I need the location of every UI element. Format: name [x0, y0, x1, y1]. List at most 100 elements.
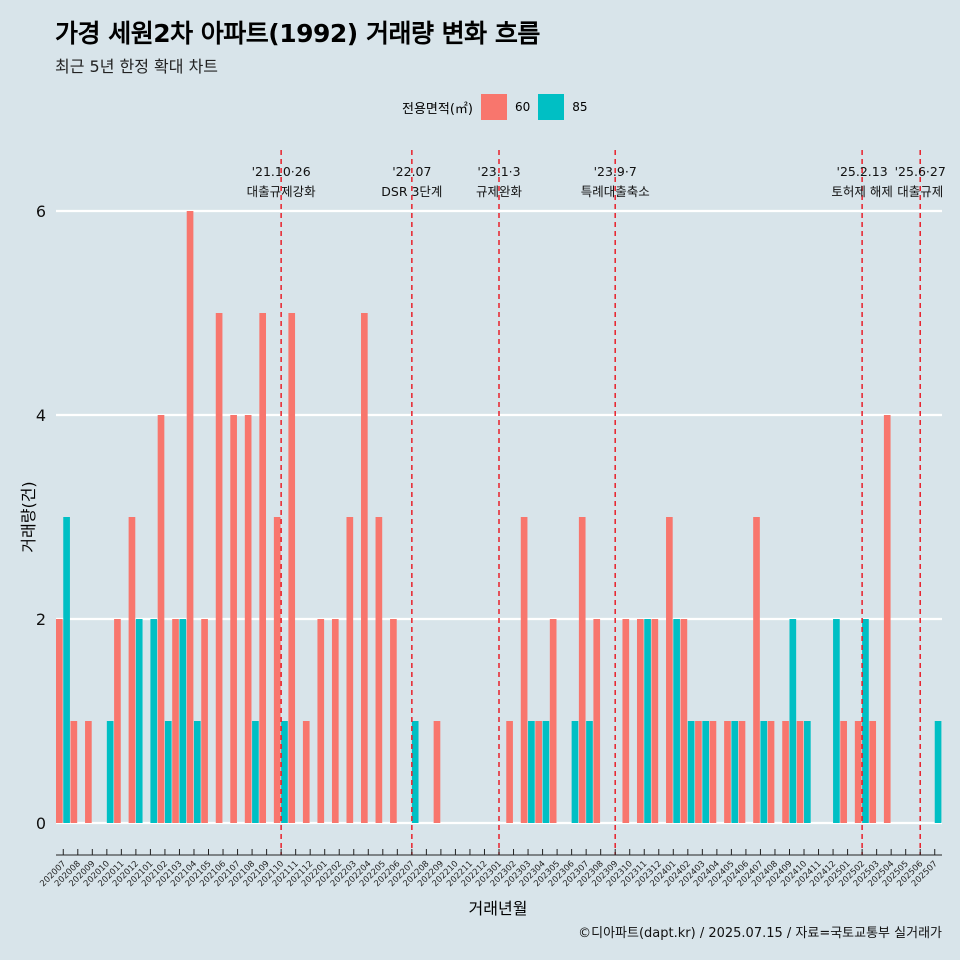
legend: 전용면적(㎡) 60 85 [402, 92, 596, 122]
bar-202404-60 [709, 721, 717, 823]
legend-swatch-60 [480, 94, 507, 120]
bar-202405-85 [731, 721, 739, 823]
event-name-label: 대출규제강화 [247, 184, 317, 199]
bar-202401-60 [666, 517, 673, 823]
bar-202010-85 [106, 721, 114, 823]
bar-202407-85 [760, 721, 768, 823]
bar-202507-85 [934, 721, 942, 823]
bar-202007-85 [63, 517, 70, 823]
y-tick-label: 2 [36, 610, 46, 629]
legend-title: 전용면적(㎡) [402, 101, 473, 117]
bar-202209-60 [433, 721, 441, 823]
legend-label-85: 85 [572, 100, 588, 114]
bar-202307-60 [578, 517, 586, 823]
bar-202504-60 [883, 415, 891, 823]
bar-202308-60 [593, 619, 601, 823]
bar-202503-60 [869, 721, 877, 823]
event-name-label: 토허제 해제 [831, 184, 892, 199]
event-date-label: '22.07 [392, 164, 431, 179]
bar-202502-60 [854, 721, 862, 823]
bar-202402-85 [687, 721, 695, 823]
bar-202202-60 [331, 619, 339, 823]
bar-202104-60 [186, 211, 194, 823]
event-date-label: '25.2.13 [837, 164, 888, 179]
source-caption: ©디아파트(dapt.kr) / 2025.07.15 / 자료=국토교통부 실… [578, 926, 942, 941]
bar-202108-85 [252, 721, 259, 823]
chart-title: 가경 세원2차 아파트(1992) 거래량 변화 흐름 [55, 19, 540, 48]
bar-202403-60 [695, 721, 702, 823]
bars [56, 211, 942, 823]
legend-swatch-85 [538, 94, 565, 120]
bar-202206-60 [390, 619, 397, 823]
bar-202305-60 [549, 619, 557, 823]
bar-202205-60 [375, 517, 383, 823]
bar-202409-85 [789, 619, 797, 823]
bar-202101-85 [150, 619, 158, 823]
bar-202007-60 [56, 619, 63, 823]
event-date-label: '23.1·3 [477, 164, 520, 179]
bar-202409-60 [782, 721, 789, 823]
bar-202201-60 [317, 619, 325, 823]
event-name-label: 특례대출축소 [581, 184, 650, 199]
bar-202402-60 [680, 619, 688, 823]
axes: 0246202007202008202009202010202011202012… [36, 202, 942, 889]
bar-202011-60 [114, 619, 121, 823]
legend-label-60: 60 [514, 100, 531, 114]
bar-202406-60 [738, 721, 746, 823]
x-axis-title: 거래년월 [469, 899, 528, 918]
bar-202107-60 [230, 415, 237, 823]
bar-202403-85 [702, 721, 710, 823]
bar-202306-85 [571, 721, 579, 823]
bar-202012-85 [135, 619, 143, 823]
event-name-label: DSR 3단계 [381, 184, 442, 199]
bar-202106-60 [215, 313, 223, 823]
bar-202102-60 [157, 415, 165, 823]
bar-202502-85 [862, 619, 869, 823]
bar-202312-60 [651, 619, 659, 823]
bar-202410-60 [796, 721, 804, 823]
bar-202102-85 [164, 721, 172, 823]
event-date-label: '21.10·26 [252, 164, 311, 179]
bar-202302-60 [506, 721, 513, 823]
chart-subtitle: 최근 5년 한정 확대 차트 [55, 57, 219, 76]
bar-202401-85 [673, 619, 680, 823]
bar-202105-60 [201, 619, 208, 823]
bar-202203-60 [346, 517, 354, 823]
bar-202304-60 [535, 721, 542, 823]
event-date-label: '23.9·7 [594, 164, 637, 179]
bar-202310-60 [622, 619, 630, 823]
bar-202311-60 [636, 619, 644, 823]
bar-202304-85 [542, 721, 550, 823]
annotations: '21.10·26 대출규제강화 '22.07 DSR 3단계 '23.1·3 규제완화 '… [247, 150, 946, 855]
bar-202412-85 [833, 619, 840, 823]
event-name-label: 대출규제 [897, 184, 943, 199]
bar-202407-60 [753, 517, 760, 823]
bar-202405-60 [724, 721, 731, 823]
y-axis-title: 거래량(건) [19, 481, 38, 552]
bar-202207-85 [411, 721, 419, 823]
bar-202103-60 [172, 619, 179, 823]
bar-202303-85 [528, 721, 535, 823]
bar-202111-60 [288, 313, 296, 823]
bar-202410-85 [804, 721, 811, 823]
bar-202204-60 [361, 313, 368, 823]
bar-202408-60 [767, 721, 775, 823]
event-date-label: '25.6·27 [895, 164, 946, 179]
bar-202112-60 [302, 721, 310, 823]
bar-202303-60 [520, 517, 528, 823]
bar-202110-85 [281, 721, 288, 823]
y-tick-label: 0 [36, 814, 46, 833]
y-tick-label: 6 [36, 202, 46, 221]
bar-202307-85 [586, 721, 593, 823]
bar-202103-85 [179, 619, 187, 823]
bar-202109-60 [259, 313, 267, 823]
bar-202012-60 [128, 517, 136, 823]
bar-202108-60 [244, 415, 252, 823]
event-name-label: 규제완화 [476, 184, 523, 199]
bar-202110-60 [273, 517, 281, 823]
bar-202008-60 [70, 721, 78, 823]
bar-202009-60 [85, 721, 92, 823]
bar-202311-85 [644, 619, 651, 823]
y-tick-label: 4 [36, 406, 46, 425]
